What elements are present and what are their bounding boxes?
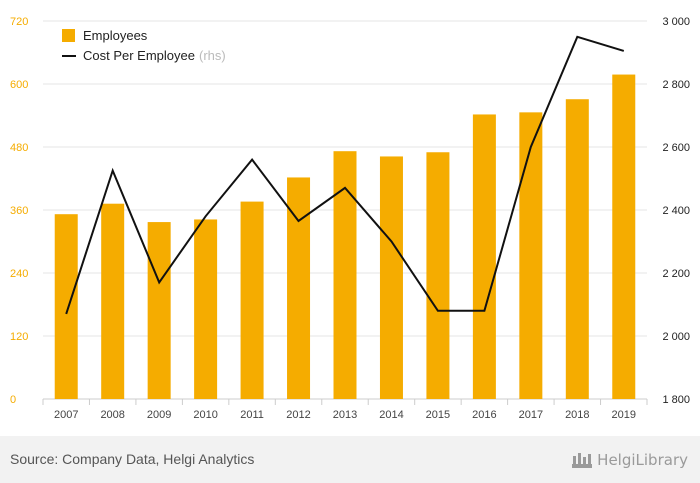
x-tick-label: 2019 xyxy=(612,409,636,421)
legend-employees-swatch xyxy=(62,29,75,42)
logo: HelgiLibrary xyxy=(571,448,688,472)
left-tick-label: 600 xyxy=(10,79,28,91)
x-tick-label: 2007 xyxy=(54,409,78,421)
x-tick-label: 2013 xyxy=(333,409,357,421)
left-tick-label: 0 xyxy=(10,394,16,406)
source-text: Source: Company Data, Helgi Analytics xyxy=(10,451,255,467)
bar-2018 xyxy=(565,99,589,399)
bar-2009 xyxy=(147,222,171,399)
bar-2014 xyxy=(379,156,403,399)
right-axis-ticks: 1 800 2 000 2 200 2 400 2 600 2 800 3 000 xyxy=(662,16,690,406)
bar-2015 xyxy=(426,152,450,399)
x-tick-label: 2017 xyxy=(519,409,543,421)
x-tick-label: 2012 xyxy=(286,409,310,421)
x-tick-label: 2011 xyxy=(240,409,264,421)
left-tick-label: 240 xyxy=(10,268,28,280)
right-tick-label: 2 200 xyxy=(662,268,690,280)
logo-text: HelgiLibrary xyxy=(597,451,688,469)
legend-employees-label: Employees xyxy=(83,28,148,43)
legend-cost-suffix: (rhs) xyxy=(199,48,226,63)
bar-2011 xyxy=(240,201,264,399)
right-tick-label: 1 800 xyxy=(662,394,690,406)
bar-2007 xyxy=(54,214,78,399)
helgi-library-icon xyxy=(572,453,593,468)
legend: Employees Cost Per Employee (rhs) xyxy=(62,28,226,63)
x-tick-label: 2008 xyxy=(100,409,124,421)
employee-bars xyxy=(54,74,636,400)
bar-2013 xyxy=(333,151,357,399)
cost-line xyxy=(65,35,625,315)
x-tick-label: 2018 xyxy=(565,409,589,421)
right-tick-label: 3 000 xyxy=(662,16,690,28)
right-tick-label: 2 000 xyxy=(662,331,690,343)
left-axis-ticks: 0 120 240 360 480 600 720 xyxy=(10,16,28,406)
x-tick-label: 2010 xyxy=(193,409,217,421)
left-tick-label: 720 xyxy=(10,16,28,28)
cost-per-employee-line xyxy=(65,35,625,315)
bar-2010 xyxy=(194,219,218,399)
bar-2019 xyxy=(612,74,636,400)
left-tick-label: 480 xyxy=(10,142,28,154)
x-tick-label: 2014 xyxy=(379,409,403,421)
right-tick-label: 2 800 xyxy=(662,79,690,91)
bar-2008 xyxy=(101,203,125,399)
bar-2012 xyxy=(287,177,311,399)
bar-2017 xyxy=(519,112,543,399)
legend-cost-label: Cost Per Employee (rhs) xyxy=(83,48,226,63)
x-axis-ticks: 2007 2008 2009 2010 2011 2012 2013 2014 2015 2016… xyxy=(54,409,636,421)
x-tick-label: 2009 xyxy=(147,409,171,421)
left-tick-label: 120 xyxy=(10,331,28,343)
bar-2016 xyxy=(472,114,496,399)
right-tick-label: 2 400 xyxy=(662,205,690,217)
left-tick-label: 360 xyxy=(10,205,28,217)
right-tick-label: 2 600 xyxy=(662,142,690,154)
x-tick-label: 2015 xyxy=(426,409,450,421)
footer: Source: Company Data, Helgi Analytics He… xyxy=(0,436,700,483)
legend-cost-name: Cost Per Employee xyxy=(83,48,195,63)
x-tick-label: 2016 xyxy=(472,409,496,421)
